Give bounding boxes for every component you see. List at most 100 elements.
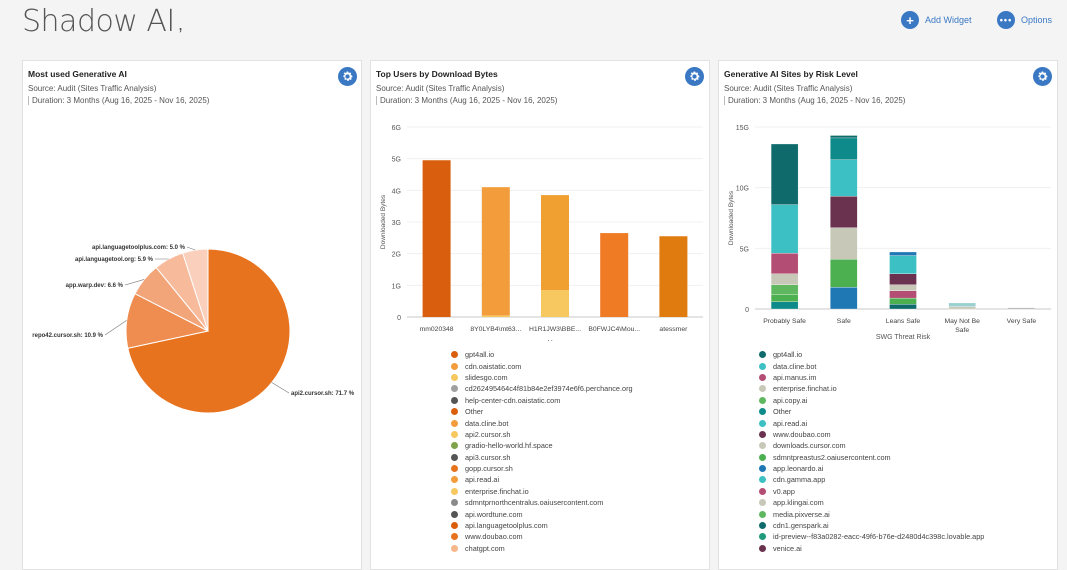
legend-label: data.cline.bot <box>773 361 817 371</box>
legend-item[interactable]: chatgpt.com <box>451 543 633 554</box>
y-tick-label: 0 <box>397 315 401 322</box>
legend-item[interactable]: v0.app <box>759 486 984 497</box>
y-tick-label: 5G <box>392 157 401 164</box>
legend-dot <box>451 522 458 530</box>
ellipsis-icon: ••• <box>997 11 1015 29</box>
legend-dot <box>759 487 766 495</box>
legend-dot <box>759 522 766 530</box>
legend-item[interactable]: downloads.cursor.com <box>759 440 984 451</box>
legend-item[interactable]: sdmntpreastus2.oaiusercontent.com <box>759 452 984 463</box>
legend-item[interactable]: api.wordtune.com <box>451 508 633 519</box>
pie-label: api.languagetool.org: 5.9 % <box>75 257 154 263</box>
legend-dot <box>451 362 458 370</box>
panel-top-users: Top Users by Download Bytes Source: Audi… <box>370 60 710 570</box>
pie-leader-line <box>271 382 290 394</box>
legend-item[interactable]: media.pixverse.ai <box>759 508 984 519</box>
legend-item[interactable]: api.manus.im <box>759 372 984 383</box>
bar <box>422 160 451 317</box>
legend-dot <box>759 373 766 381</box>
legend-item[interactable]: Other <box>451 406 633 417</box>
legend-item[interactable]: id-preview--f83a0282-eacc-49f6-b76e-d248… <box>759 531 984 542</box>
legend-item[interactable]: cdn.oaistatic.com <box>451 360 633 371</box>
legend-item[interactable]: api3.cursor.sh <box>451 452 633 463</box>
bar <box>659 236 688 317</box>
legend-dot <box>759 510 766 518</box>
panel-risk-level: Generative AI Sites by Risk Level Source… <box>718 60 1058 570</box>
legend-label: api.read.ai <box>773 418 808 428</box>
legend-label: api.wordtune.com <box>465 509 523 519</box>
legend-dot <box>759 430 766 438</box>
options-button[interactable]: ••• Options <box>997 11 1052 29</box>
legend-item[interactable]: help-center-cdn.oaistatic.com <box>451 395 633 406</box>
bar-segment <box>948 302 976 307</box>
legend-label: enterprise.finchat.io <box>773 384 837 394</box>
legend-item[interactable]: data.cline.bot <box>451 417 633 428</box>
x-tick-label: Probably Safe <box>763 318 806 325</box>
legend-item[interactable]: venice.ai <box>759 543 984 554</box>
legend-item[interactable]: sdmntprnorthcentralus.oaiusercontent.com <box>451 497 633 508</box>
legend-item[interactable]: enterprise.finchat.io <box>451 486 633 497</box>
legend-item[interactable]: Other <box>759 406 984 417</box>
title-mark: , <box>178 14 184 34</box>
pie-label: api.languagetoolplus.com: 5.0 % <box>92 245 186 251</box>
x-tick-label: May Not Be <box>944 318 980 325</box>
legend-item[interactable]: gopp.cursor.sh <box>451 463 633 474</box>
legend-label: sdmntpreastus2.oaiusercontent.com <box>773 452 891 462</box>
panel-source: Source: Audit (Sites Traffic Analysis) <box>28 84 157 93</box>
panel-title: Top Users by Download Bytes <box>376 69 498 79</box>
pie-label: app.warp.dev: 6.6 % <box>66 283 124 289</box>
legend-label: slidesgo.com <box>465 372 508 382</box>
legend-item[interactable]: api.read.ai <box>451 474 633 485</box>
pie-leader-line <box>104 320 127 336</box>
legend-item[interactable]: cd262495464c4f81b84e2ef3974e6f6.perchanc… <box>451 383 633 394</box>
gear-icon[interactable] <box>685 67 704 86</box>
legend-dot <box>759 465 766 473</box>
panel-source: Source: Audit (Sites Traffic Analysis) <box>724 84 853 93</box>
legend-item[interactable]: data.cline.bot <box>759 360 984 371</box>
gear-icon[interactable] <box>1033 67 1052 86</box>
legend-dot <box>451 476 458 484</box>
panel-most-used: Most used Generative AI Source: Audit (S… <box>22 60 362 570</box>
legend-item[interactable]: cdn1.genspark.ai <box>759 520 984 531</box>
legend-item[interactable]: www.doubao.com <box>759 429 984 440</box>
gear-icon[interactable] <box>338 67 357 86</box>
legend-item[interactable]: app.klingai.com <box>759 497 984 508</box>
bar-segment <box>830 135 858 139</box>
y-tick-label: 6G <box>392 125 401 132</box>
pie-leader-line <box>124 279 145 286</box>
add-widget-button[interactable]: + Add Widget <box>901 11 972 29</box>
legend-item[interactable]: cdn.gamma.app <box>759 474 984 485</box>
legend-item[interactable]: enterprise.finchat.io <box>759 383 984 394</box>
legend-item[interactable]: gradio-hello-world.hf.space <box>451 440 633 451</box>
legend-item[interactable]: api.languagetoolplus.com <box>451 520 633 531</box>
bar-segment <box>830 287 858 310</box>
legend-label: app.leonardo.ai <box>773 464 824 474</box>
legend-item[interactable]: slidesgo.com <box>451 372 633 383</box>
legend-item[interactable]: gpt4all.io <box>451 349 633 360</box>
legend-dot <box>759 453 766 461</box>
x-tick-label: atessmer <box>659 326 688 333</box>
legend-item[interactable]: www.doubao.com <box>451 531 633 542</box>
bar-segment <box>889 303 917 310</box>
legend-dot <box>759 442 766 450</box>
bar-segment <box>830 137 858 160</box>
bar <box>481 187 510 316</box>
bar-segment <box>889 297 917 305</box>
panel-duration: Duration: 3 Months (Aug 16, 2025 - Nov 1… <box>376 96 557 105</box>
legend-label: api.languagetoolplus.com <box>465 521 548 531</box>
legend-item[interactable]: api.copy.ai <box>759 395 984 406</box>
panel-title: Most used Generative AI <box>28 69 127 79</box>
legend-label: api3.cursor.sh <box>465 452 511 462</box>
legend-item[interactable]: gpt4all.io <box>759 349 984 360</box>
y-tick-label: 3G <box>392 220 401 227</box>
panel-duration: Duration: 3 Months (Aug 16, 2025 - Nov 1… <box>724 96 905 105</box>
pie-label: repo42.cursor.sh: 10.9 % <box>32 333 103 339</box>
bar-segment <box>830 159 858 197</box>
bar-segment <box>481 315 510 317</box>
page-title: Shadow AI <box>22 4 175 39</box>
x-axis-label: User <box>548 340 563 341</box>
legend-item[interactable]: api2.cursor.sh <box>451 429 633 440</box>
x-tick-label: Very Safe <box>1007 318 1037 325</box>
legend-item[interactable]: api.read.ai <box>759 417 984 428</box>
legend-item[interactable]: app.leonardo.ai <box>759 463 984 474</box>
